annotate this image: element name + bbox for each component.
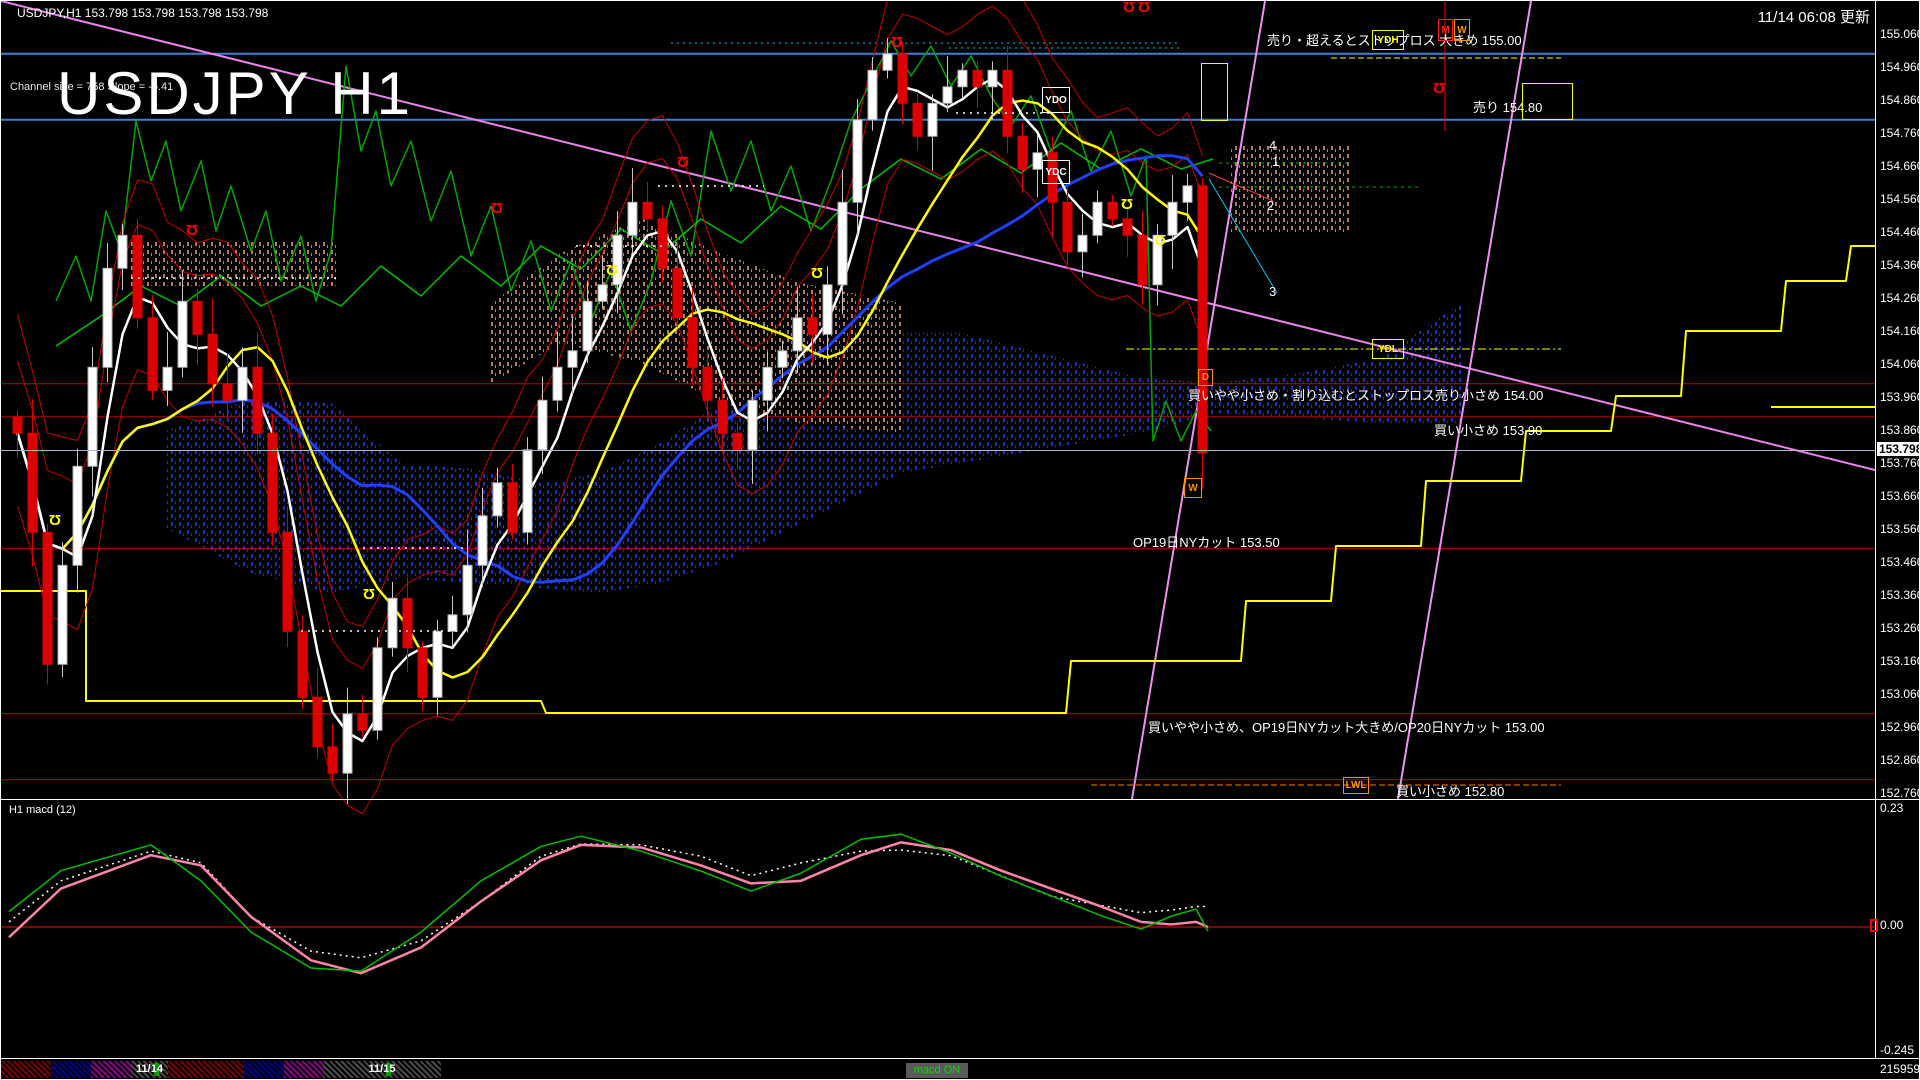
price-axis-label: 154.960 bbox=[1880, 60, 1920, 74]
price-axis-label: 154.460 bbox=[1880, 225, 1920, 239]
level-label-ydl: YDL bbox=[1372, 339, 1404, 359]
panel-separator[interactable] bbox=[1, 799, 1919, 800]
macd-axis-min: -0.245 bbox=[1880, 1043, 1915, 1057]
ribbon-icon: Ω bbox=[811, 264, 824, 281]
ribbon-icon: Ω bbox=[891, 33, 904, 50]
annotation-3: 買い小さめ 153.90 bbox=[1434, 423, 1543, 438]
annotation-0: 売り・超えるとストップロス 大きめ 155.00 bbox=[1267, 33, 1522, 48]
annotation-5: 買いやや小さめ、OP19日NYカット大きめ/OP20日NYカット 153.00 bbox=[1148, 720, 1545, 735]
session-segment bbox=[91, 1061, 131, 1078]
session-tick bbox=[153, 1063, 159, 1076]
chart-canvas[interactable] bbox=[1, 1, 1875, 1059]
ribbon-icon: Ω bbox=[491, 199, 504, 216]
macd-axis-zero: 0.00 bbox=[1880, 918, 1904, 932]
price-axis-label: 154.160 bbox=[1880, 324, 1920, 338]
wave-number-1: 1 bbox=[1272, 154, 1280, 169]
price-axis-label: 154.260 bbox=[1880, 291, 1920, 305]
macd-zero-marker bbox=[1870, 919, 1878, 932]
price-axis-label: 154.860 bbox=[1880, 93, 1920, 107]
price-axis[interactable] bbox=[1875, 1, 1919, 1059]
session-segment: 11/15 bbox=[323, 1061, 441, 1078]
price-axis-label: 153.060 bbox=[1880, 687, 1920, 701]
price-axis-label: 153.560 bbox=[1880, 522, 1920, 536]
symbol-ohlc-readout: USDJPY,H1 153.798 153.798 153.798 153.79… bbox=[17, 6, 269, 20]
level-label-lwl: LWL bbox=[1343, 777, 1369, 794]
annotation-1: 売り 154.80 bbox=[1473, 100, 1543, 115]
current-price-box: 153.798 bbox=[1877, 442, 1919, 456]
session-tick bbox=[386, 1063, 391, 1076]
macd-toggle-button[interactable]: macd ON bbox=[906, 1063, 968, 1078]
highlight-box bbox=[1201, 63, 1228, 121]
price-axis-label: 155.060 bbox=[1880, 27, 1920, 41]
ribbon-icon: Ω bbox=[186, 221, 199, 238]
level-label-ydc: YDC bbox=[1042, 160, 1070, 184]
level-label-w: W bbox=[1184, 478, 1202, 498]
annotation-6: 買い小さめ 152.80 bbox=[1396, 784, 1505, 799]
tick-volume-readout: 215959 bbox=[1880, 1062, 1920, 1076]
ribbon-icon: Ω bbox=[1121, 195, 1134, 212]
ribbon-icon: Ω bbox=[677, 153, 690, 170]
price-axis-label: 152.760 bbox=[1880, 786, 1920, 800]
session-segment bbox=[51, 1061, 91, 1078]
session-segment bbox=[168, 1061, 244, 1078]
price-axis-label: 154.360 bbox=[1880, 258, 1920, 272]
price-axis-label: 154.060 bbox=[1880, 357, 1920, 371]
level-label-ydo: YDO bbox=[1042, 87, 1070, 113]
price-axis-label: 153.660 bbox=[1880, 489, 1920, 503]
bottombar-separator bbox=[1, 1058, 1919, 1059]
macd-indicator-label: H1 macd (12) bbox=[9, 804, 76, 816]
price-axis-label: 153.960 bbox=[1880, 390, 1920, 404]
price-axis-label: 154.560 bbox=[1880, 192, 1920, 206]
ribbon-icon: Ω bbox=[1138, 0, 1151, 15]
ribbon-icon: Ω bbox=[49, 511, 62, 528]
session-segment: 11/14 bbox=[131, 1061, 168, 1078]
ribbon-icon: Ω bbox=[606, 261, 619, 278]
ribbon-icon: Ω bbox=[363, 585, 376, 602]
level-label-m: M bbox=[1438, 19, 1453, 41]
price-axis-label: 153.860 bbox=[1880, 423, 1920, 437]
annotation-4: OP19日NYカット 153.50 bbox=[1133, 535, 1280, 550]
update-timestamp: 11/14 06:08 更新 bbox=[1757, 9, 1870, 26]
session-date-label: 11/15 bbox=[368, 1063, 396, 1075]
price-axis-label: 153.360 bbox=[1880, 588, 1920, 602]
price-axis-label: 153.460 bbox=[1880, 555, 1920, 569]
wave-number-4: 4 bbox=[1269, 138, 1277, 153]
price-axis-label: 152.860 bbox=[1880, 753, 1920, 767]
level-label-d: D bbox=[1198, 369, 1213, 386]
session-segment bbox=[1, 1061, 51, 1078]
annotation-2: 買いやや小さめ・割り込むとストップロス売り小さめ 154.00 bbox=[1188, 388, 1544, 403]
ribbon-icon: Ω bbox=[1433, 79, 1446, 96]
price-axis-label: 153.260 bbox=[1880, 621, 1920, 635]
price-axis-label: 153.160 bbox=[1880, 654, 1920, 668]
channel-info-label: Channel size = 758 Slope = -6.41 bbox=[10, 81, 174, 93]
ribbon-icon: Ω bbox=[1154, 231, 1167, 248]
price-axis-label: 154.660 bbox=[1880, 159, 1920, 173]
price-axis-label: 154.760 bbox=[1880, 126, 1920, 140]
level-label-ydh: YDH bbox=[1372, 30, 1404, 50]
wave-number-2: 2 bbox=[1267, 198, 1275, 213]
watermark-symbol-label: USDJPY H1 bbox=[57, 60, 414, 127]
highlight-box bbox=[1522, 83, 1573, 120]
ribbon-icon: Ω bbox=[1123, 0, 1136, 15]
wave-number-3: 3 bbox=[1269, 284, 1277, 299]
session-segment bbox=[244, 1061, 284, 1078]
macd-axis-max: 0.23 bbox=[1880, 801, 1904, 815]
level-label-w: W bbox=[1454, 19, 1470, 41]
session-date-label: 11/14 bbox=[136, 1063, 163, 1075]
price-axis-label: 153.760 bbox=[1880, 456, 1920, 470]
price-axis-label: 152.960 bbox=[1880, 720, 1920, 734]
session-segment bbox=[284, 1061, 323, 1078]
